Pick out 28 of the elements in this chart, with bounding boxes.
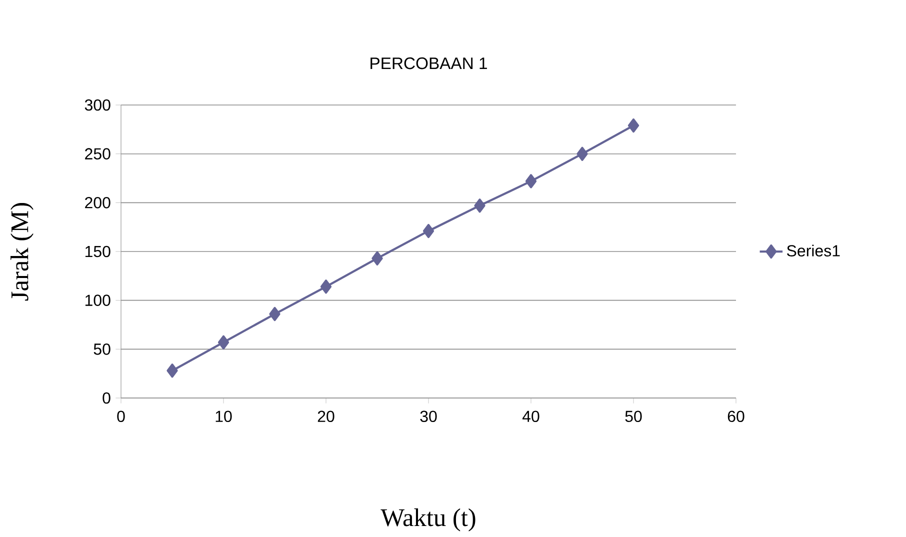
point [320, 280, 332, 294]
point [525, 174, 537, 188]
point [372, 251, 383, 266]
point [166, 364, 178, 378]
y-tick-label: 200 [85, 197, 110, 208]
y-tick-label: 150 [85, 246, 110, 258]
y-axis-title: Jarak (M) [10, 203, 34, 301]
point [422, 224, 434, 238]
legend-label: Series1 [787, 244, 840, 256]
point [474, 198, 486, 213]
x-tick-label: 60 [728, 410, 744, 422]
x-tick-label: 20 [318, 410, 334, 422]
y-tick-label: 300 [84, 99, 110, 111]
point [628, 118, 640, 133]
x-tick-label: 50 [625, 410, 642, 422]
y-tick-label: 50 [94, 344, 110, 355]
point [269, 306, 280, 322]
x-axis-title: Waktu (t) [380, 508, 476, 532]
y-tick-label: 250 [85, 148, 110, 160]
x-tick-label: 30 [420, 410, 437, 422]
y-tick-label: 100 [85, 294, 110, 306]
y-tick-label: 0 [102, 392, 110, 404]
point [218, 335, 230, 350]
point [576, 146, 588, 161]
x-tick-label: 10 [216, 410, 232, 422]
x-tick-label: 0 [117, 410, 125, 422]
chart-title: PERCOBAAN 1 [370, 57, 487, 70]
x-tick-label: 40 [522, 410, 540, 422]
